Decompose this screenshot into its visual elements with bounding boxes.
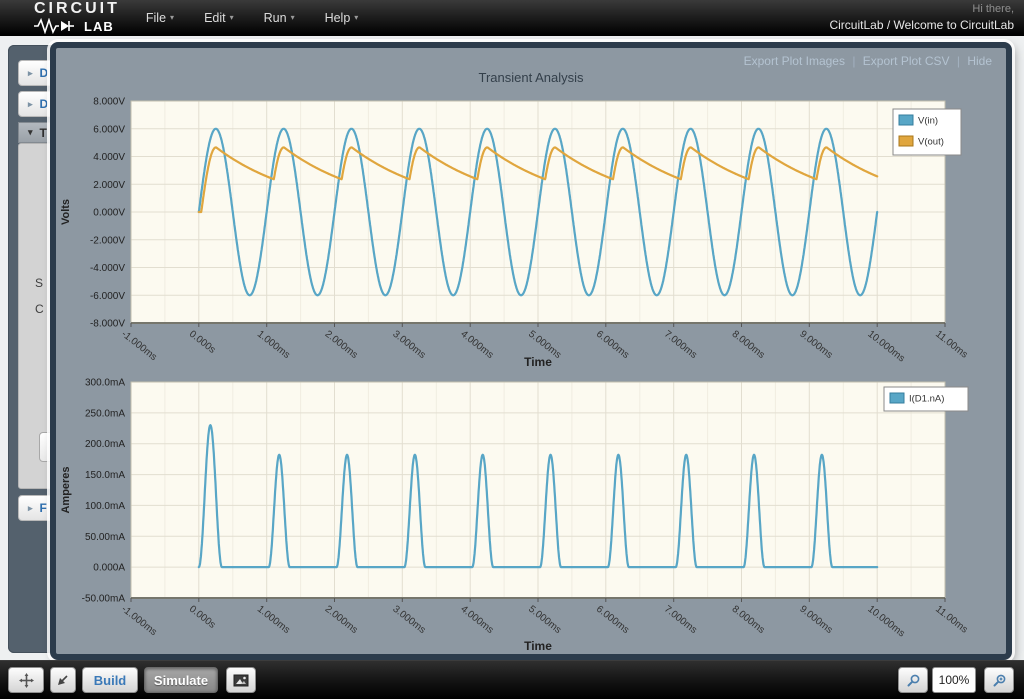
svg-text:10.000ms: 10.000ms xyxy=(865,604,906,640)
svg-text:0.000A: 0.000A xyxy=(93,563,125,574)
svg-text:1.000ms: 1.000ms xyxy=(255,329,292,361)
hide-link[interactable]: Hide xyxy=(967,54,992,68)
sidebar-setting-label: C xyxy=(35,302,44,316)
simulate-button[interactable]: Simulate xyxy=(144,667,218,693)
chevron-down-icon: ▾ xyxy=(170,13,175,22)
export-plot-images-link[interactable]: Export Plot Images xyxy=(743,54,845,68)
main-menu: File ▾ Edit ▾ Run ▾ Help ▾ xyxy=(146,11,358,25)
sidebar-setting-label: S xyxy=(35,276,44,290)
svg-text:-8.000V: -8.000V xyxy=(90,319,125,330)
svg-text:11.00ms: 11.00ms xyxy=(933,604,969,636)
svg-text:V(out): V(out) xyxy=(918,137,944,148)
svg-text:V(in): V(in) xyxy=(918,116,938,127)
svg-text:6.000ms: 6.000ms xyxy=(594,604,631,636)
resistor-diode-icon xyxy=(34,18,74,34)
svg-text:3.000ms: 3.000ms xyxy=(390,329,427,361)
menu-file[interactable]: File ▾ xyxy=(145,10,175,25)
svg-text:8.000ms: 8.000ms xyxy=(730,329,767,361)
svg-text:4.000ms: 4.000ms xyxy=(458,329,495,361)
circuitlab-logo[interactable]: CIRCUIT LAB xyxy=(34,1,120,34)
top-menubar: CIRCUIT LAB File ▾ Edit ▾ Run xyxy=(0,0,1024,36)
svg-text:1.000ms: 1.000ms xyxy=(255,604,292,636)
svg-text:-1.000ms: -1.000ms xyxy=(119,604,159,638)
svg-text:8.000V: 8.000V xyxy=(93,97,125,108)
svg-text:6.000V: 6.000V xyxy=(93,124,125,135)
svg-text:0.000V: 0.000V xyxy=(93,208,125,219)
plot-title: Transient Analysis xyxy=(478,70,584,85)
chevron-right-icon: ▸ xyxy=(28,502,33,513)
chevron-down-icon: ▾ xyxy=(290,13,295,22)
svg-text:6.000ms: 6.000ms xyxy=(594,329,631,361)
cursor-tool-button[interactable] xyxy=(50,667,76,693)
svg-text:2.000ms: 2.000ms xyxy=(323,329,360,361)
chevron-down-icon: ▾ xyxy=(229,13,234,22)
zoom-in-button[interactable] xyxy=(984,667,1014,693)
svg-text:150.0mA: 150.0mA xyxy=(85,470,125,481)
chevron-right-icon: ▸ xyxy=(28,67,33,78)
svg-text:2.000ms: 2.000ms xyxy=(323,604,360,636)
export-plot-csv-link[interactable]: Export Plot CSV xyxy=(862,54,950,68)
move-tool-button[interactable] xyxy=(8,667,44,693)
svg-text:0.000s: 0.000s xyxy=(187,329,217,356)
logo-text-circuit: CIRCUIT xyxy=(34,0,120,17)
zoom-out-button[interactable] xyxy=(898,667,928,693)
zoom-level-display: 100% xyxy=(932,667,976,693)
greeting-text: Hi there, xyxy=(972,2,1014,15)
menu-edit[interactable]: Edit ▾ xyxy=(204,10,234,25)
logo-text-lab: LAB xyxy=(84,18,114,34)
amperes-chart[interactable]: -1.000ms 0.000s 1.000ms 2.000ms 3.000ms 4.000… xyxy=(56,376,1006,660)
svg-text:-2.000V: -2.000V xyxy=(90,235,125,246)
svg-text:250.0mA: 250.0mA xyxy=(85,408,125,419)
cursor-arrow-icon xyxy=(58,675,68,685)
menu-run[interactable]: Run ▾ xyxy=(263,10,295,25)
chevron-down-icon: ▾ xyxy=(354,13,359,22)
svg-text:11.00ms: 11.00ms xyxy=(933,329,969,361)
account-link[interactable]: CircuitLab / Welcome to CircuitLab xyxy=(829,17,1014,32)
chevron-right-icon: ▸ xyxy=(28,98,33,109)
svg-text:-50.00mA: -50.00mA xyxy=(82,594,126,605)
svg-text:9.000ms: 9.000ms xyxy=(797,329,834,361)
plot-links: Export Plot Images | Export Plot CSV | H… xyxy=(743,54,992,68)
svg-text:Time: Time xyxy=(524,639,552,653)
volts-chart[interactable]: -1.000ms 0.000s 1.000ms 2.000ms 3.000ms 4.000… xyxy=(56,54,1006,374)
svg-text:300.0mA: 300.0mA xyxy=(85,378,125,389)
svg-text:-4.000V: -4.000V xyxy=(90,263,125,274)
svg-text:10.000ms: 10.000ms xyxy=(865,329,906,365)
svg-text:4.000V: 4.000V xyxy=(93,152,125,163)
screenshot-button[interactable] xyxy=(226,667,256,693)
svg-text:0.000s: 0.000s xyxy=(187,604,217,631)
build-button[interactable]: Build xyxy=(82,667,138,693)
svg-text:Volts: Volts xyxy=(60,199,72,225)
svg-text:9.000ms: 9.000ms xyxy=(797,604,834,636)
chevron-down-icon: ▾ xyxy=(28,127,33,137)
svg-text:7.000ms: 7.000ms xyxy=(662,329,699,361)
plot-window: Export Plot Images | Export Plot CSV | H… xyxy=(50,42,1012,660)
svg-text:8.000ms: 8.000ms xyxy=(730,604,767,636)
svg-text:4.000ms: 4.000ms xyxy=(458,604,495,636)
svg-text:-6.000V: -6.000V xyxy=(90,291,125,302)
svg-text:100.0mA: 100.0mA xyxy=(85,501,125,512)
svg-text:3.000ms: 3.000ms xyxy=(390,604,427,636)
svg-text:-1.000ms: -1.000ms xyxy=(119,329,159,363)
menu-help[interactable]: Help ▾ xyxy=(324,10,359,25)
magnifier-plus-icon xyxy=(993,674,1005,686)
svg-text:50.00mA: 50.00mA xyxy=(85,532,125,543)
svg-text:I(D1.nA): I(D1.nA) xyxy=(909,394,944,405)
svg-text:Amperes: Amperes xyxy=(60,466,72,513)
svg-text:2.000V: 2.000V xyxy=(93,180,125,191)
svg-text:Time: Time xyxy=(524,355,552,369)
bottom-toolbar: Build Simulate 100% xyxy=(0,660,1024,699)
image-icon xyxy=(233,674,249,686)
svg-text:5.000ms: 5.000ms xyxy=(526,604,563,636)
svg-text:7.000ms: 7.000ms xyxy=(662,604,699,636)
move-icon xyxy=(18,672,34,688)
magnifier-minus-icon xyxy=(907,674,919,686)
svg-text:200.0mA: 200.0mA xyxy=(85,439,125,450)
